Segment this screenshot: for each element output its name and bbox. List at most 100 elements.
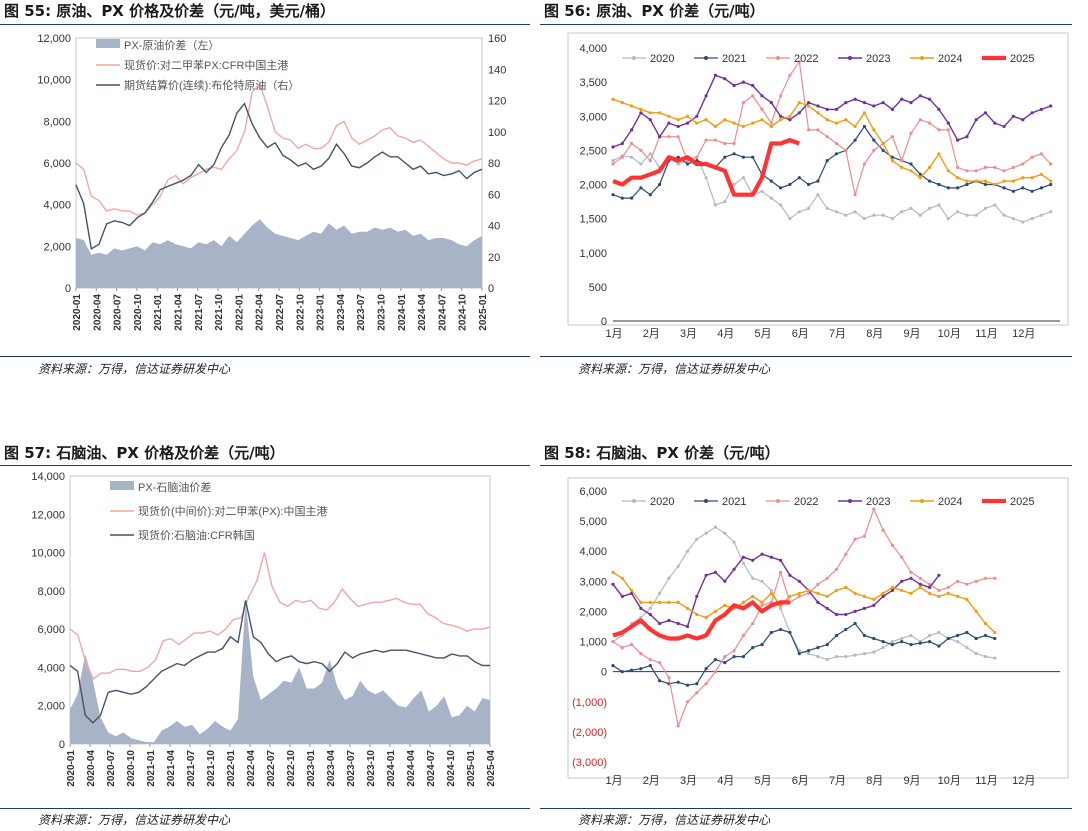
series-point-2023 [713, 73, 717, 77]
series-point-2022 [1002, 169, 1006, 173]
series-point-2022 [862, 534, 866, 538]
series-point-2023 [723, 77, 727, 81]
series-point-2022 [695, 155, 699, 159]
x-tick-label: 3月 [680, 328, 697, 340]
series-point-2021 [872, 636, 876, 641]
series-point-2024 [816, 111, 820, 115]
panel-56: 图 56: 原油、PX 价差（元/吨） 0 500 1,000 1,500 2,000 2… [540, 0, 1088, 390]
chart-title-56: 图 56: 原油、PX 价差（元/吨） [544, 2, 765, 20]
y-left-tick-label: 2,000 [43, 241, 71, 253]
series-point-2020 [834, 210, 839, 214]
series-point-2022 [900, 555, 904, 559]
series-point-2022 [946, 585, 950, 589]
series-point-2022 [965, 582, 969, 586]
series-point-2022 [862, 162, 866, 166]
series-point-2022 [918, 576, 922, 580]
series-point-2021 [695, 682, 699, 686]
series-point-2023 [825, 606, 829, 610]
series-point-2023 [658, 621, 662, 626]
legend-marker-2022 [776, 499, 780, 503]
series-point-2023 [834, 612, 839, 617]
y-left-tick-label: 4,000 [43, 200, 71, 212]
x-tick-label: 2025-01 [478, 294, 489, 331]
series-point-2024 [974, 609, 978, 613]
y-left-tick-label: 14,000 [31, 471, 65, 483]
series-point-2021 [1002, 186, 1006, 190]
legend-label-2022: 2022 [794, 53, 818, 65]
series-point-2024 [881, 141, 885, 146]
x-tick-label: 1月 [605, 328, 622, 340]
series-point-2021 [918, 172, 922, 176]
series-point-2023 [900, 579, 904, 583]
x-tick-label: 2023-10 [366, 750, 377, 787]
series-point-2023 [862, 606, 866, 610]
y-right-tick-label: 100 [488, 127, 506, 139]
series-point-2020 [956, 210, 960, 214]
series-point-2024 [956, 594, 960, 598]
y-tick-label: 3,000 [579, 111, 607, 123]
series-point-2022 [946, 128, 950, 132]
series-point-2020 [825, 658, 829, 662]
series-point-2020 [713, 525, 717, 529]
line-series-2 [69, 600, 490, 724]
series-point-2022 [825, 135, 829, 139]
series-point-2020 [713, 203, 717, 207]
series-point-2021 [797, 652, 801, 656]
series-point-2022 [993, 165, 997, 169]
y-left-tick-label: 12,000 [37, 33, 71, 45]
series-point-2024 [751, 594, 755, 598]
series-point-2024 [1002, 179, 1006, 183]
series-point-2021 [974, 636, 978, 641]
series-point-2020 [630, 155, 634, 159]
x-tick-label: 2020-04 [86, 750, 97, 787]
series-point-2024 [797, 101, 801, 105]
y-tick-label: 2,000 [579, 180, 607, 192]
series-point-2023 [732, 567, 736, 571]
y-tick-label: 1,000 [579, 637, 607, 649]
series-point-2023 [900, 97, 904, 101]
series-point-2020 [853, 653, 857, 657]
x-tick-label: 2021-10 [214, 294, 225, 331]
series-point-2020 [723, 531, 727, 535]
chart-56: 0 500 1,000 1,500 2,000 2,500 3,000 3,500 4,000 1… [567, 32, 1069, 340]
series-point-2021 [788, 630, 792, 635]
x-tick-label: 3月 [680, 775, 697, 787]
series-point-2022 [816, 128, 820, 132]
series-point-2021 [834, 633, 839, 638]
x-tick-label: 2020-10 [126, 750, 137, 787]
series-point-2021 [918, 641, 922, 645]
series-line-2022 [612, 508, 995, 727]
series-point-2022 [928, 121, 932, 125]
series-point-2023 [630, 128, 634, 132]
legend-swatch-area [96, 39, 120, 48]
y-tick-label: (3,000) [572, 757, 607, 769]
series-point-2021 [946, 186, 950, 190]
x-tick-label: 10月 [938, 775, 961, 787]
series-point-2020 [937, 630, 941, 635]
line-series-1 [69, 552, 491, 680]
x-tick-label: 2月 [643, 328, 660, 340]
series-point-2023 [974, 118, 978, 122]
series-point-2024 [788, 114, 792, 118]
y-right-tick-label: 120 [488, 96, 506, 108]
series-point-2022 [983, 576, 988, 580]
y-left-tick-label: 4,000 [37, 662, 65, 674]
x-tick-label: 6月 [792, 775, 809, 787]
series-point-2022 [928, 582, 932, 586]
series-point-2020 [807, 652, 811, 656]
x-tick-label: 2023-07 [356, 294, 367, 331]
series-point-2020 [1002, 213, 1006, 217]
series-point-2020 [676, 564, 680, 568]
series-point-2020 [732, 540, 736, 544]
y-tick-label: 4,000 [579, 43, 607, 55]
series-point-2023 [769, 101, 773, 105]
series-point-2024 [890, 159, 894, 163]
y-tick-label: 1,500 [579, 214, 607, 226]
series-point-2024 [667, 600, 671, 604]
series-point-2020 [667, 576, 671, 580]
series-point-2024 [630, 104, 634, 108]
series-point-2023 [704, 94, 708, 98]
series-point-2021 [816, 179, 820, 183]
series-point-2024 [909, 169, 913, 173]
y-tick-label: (2,000) [572, 727, 607, 739]
